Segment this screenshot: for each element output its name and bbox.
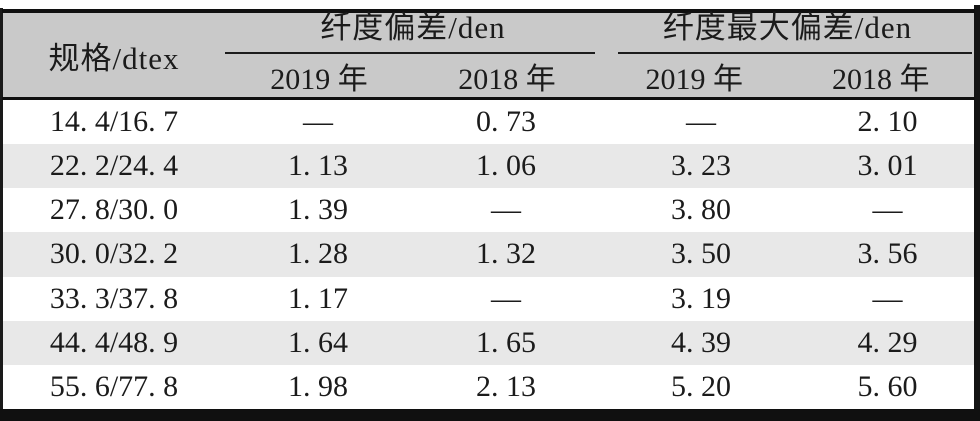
table-bottom-rule: [0, 409, 980, 421]
value-cell: —: [872, 281, 903, 315]
table-header: 规格/dtex 纤度偏差/den 2019 年 2018 年 纤度最大偏差/de…: [3, 10, 974, 98]
subheader-2018: 2018 年: [458, 63, 556, 96]
value-cell: 5. 60: [857, 369, 918, 403]
table-top-rule: [2, 9, 975, 13]
value-cell: —: [491, 193, 521, 227]
subheader-2019: 2019 年: [645, 63, 744, 96]
spec-cell: 14. 4/16. 7: [49, 105, 179, 139]
value-cell: 0. 73: [476, 105, 536, 139]
subheader-2018: 2018 年: [832, 63, 930, 96]
value-cell: 1. 64: [288, 325, 348, 359]
value-cell: 1. 06: [476, 149, 536, 183]
table-body: 14. 4/16. 7 — 0. 73 — 2. 10 22. 2/24. 4 …: [3, 100, 974, 409]
value-cell: 1. 17: [288, 281, 348, 315]
value-cell: 3. 19: [671, 281, 731, 315]
value-cell: 3. 80: [671, 193, 731, 227]
spec-cell: 30. 0/32. 2: [49, 237, 179, 271]
group-underline: [618, 52, 972, 54]
value-cell: 3. 56: [857, 237, 918, 271]
table-row: 44. 4/48. 9 1. 64 1. 65 4. 39 4. 29: [3, 320, 974, 365]
table-row: 55. 6/77. 8 1. 98 2. 13 5. 20 5. 60: [3, 364, 974, 409]
group-header-max-fineness-deviation: 纤度最大偏差/den 2019 年 2018 年: [601, 10, 974, 98]
spec-cell: 27. 8/30. 0: [49, 193, 179, 227]
table-row: 30. 0/32. 2 1. 28 1. 32 3. 50 3. 56: [3, 232, 974, 277]
value-cell: —: [686, 105, 716, 139]
value-cell: —: [491, 281, 521, 315]
spec-cell: 55. 6/77. 8: [49, 369, 179, 403]
table-row: 27. 8/30. 0 1. 39 — 3. 80 —: [3, 188, 974, 233]
value-cell: 3. 23: [671, 149, 731, 183]
value-cell: 1. 28: [288, 237, 348, 271]
value-cell: 1. 65: [476, 325, 536, 359]
table-row: 14. 4/16. 7 — 0. 73 — 2. 10: [3, 100, 974, 145]
value-cell: —: [303, 105, 333, 139]
group-title: 纤度偏差/den: [320, 10, 506, 45]
group-underline: [225, 52, 595, 54]
value-cell: 4. 29: [857, 325, 918, 359]
value-cell: —: [872, 193, 903, 227]
table-header-rule: [2, 97, 975, 100]
table-row: 22. 2/24. 4 1. 13 1. 06 3. 23 3. 01: [3, 144, 974, 189]
value-cell: 1. 32: [476, 237, 536, 271]
spec-cell: 44. 4/48. 9: [49, 325, 179, 359]
value-cell: 1. 13: [288, 149, 348, 183]
value-cell: 4. 39: [671, 325, 731, 359]
value-cell: 1. 98: [288, 369, 348, 403]
value-cell: 3. 01: [857, 149, 918, 183]
value-cell: 1. 39: [288, 193, 348, 227]
group-title: 纤度最大偏差/den: [662, 10, 913, 45]
scan-edge-left: [0, 8, 3, 421]
value-cell: 2. 13: [476, 369, 536, 403]
table-row: 33. 3/37. 8 1. 17 — 3. 19 —: [3, 276, 974, 321]
spec-cell: 22. 2/24. 4: [49, 149, 179, 183]
scan-edge-right: [974, 5, 980, 421]
spec-column-header: 规格/dtex: [48, 41, 180, 76]
value-cell: 3. 50: [671, 237, 731, 271]
spec-cell: 33. 3/37. 8: [49, 281, 179, 315]
subheader-2019: 2019 年: [270, 63, 368, 96]
value-cell: 2. 10: [857, 105, 918, 139]
value-cell: 5. 20: [671, 369, 731, 403]
group-header-fineness-deviation: 纤度偏差/den 2019 年 2018 年: [225, 10, 601, 98]
